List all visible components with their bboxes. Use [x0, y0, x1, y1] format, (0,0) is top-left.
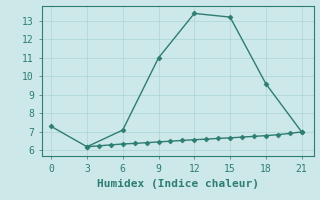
X-axis label: Humidex (Indice chaleur): Humidex (Indice chaleur) [97, 179, 259, 189]
